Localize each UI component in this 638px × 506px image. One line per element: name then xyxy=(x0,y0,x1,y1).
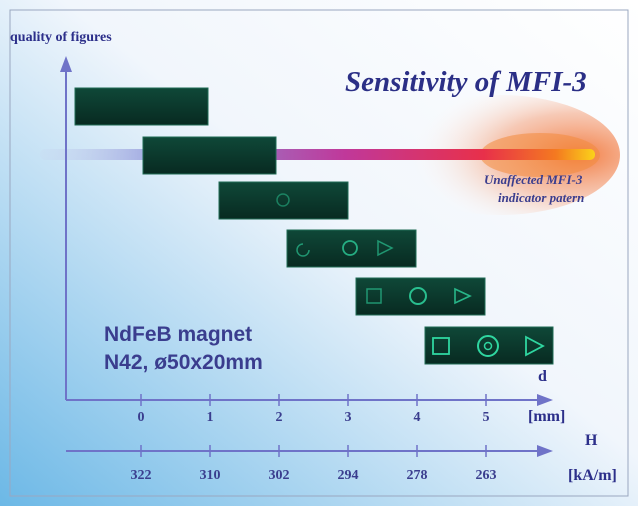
sensitivity-beam xyxy=(40,149,595,160)
h-tick-label: 294 xyxy=(337,468,359,483)
circle-icon xyxy=(409,287,427,305)
pattern-panel-2 xyxy=(218,181,349,220)
d-tick-label: 3 xyxy=(344,410,352,425)
magnet-label-line-1: NdFeB magnet xyxy=(104,323,253,346)
triangle-icon xyxy=(454,287,472,305)
chart-title: Sensitivity of MFI-3 xyxy=(345,66,587,98)
pattern-panel-5 xyxy=(424,326,554,365)
square-icon xyxy=(366,288,382,304)
d-axis-arrow-icon xyxy=(537,394,553,406)
h-tick-label: 322 xyxy=(130,468,152,483)
y-axis-label: quality of figures xyxy=(10,30,112,45)
pattern-panel-1 xyxy=(142,136,277,175)
triangle-icon xyxy=(377,239,394,257)
h-axis xyxy=(66,445,553,457)
circle-icon xyxy=(477,335,499,357)
d-tick-label: 5 xyxy=(482,410,490,425)
d-tick-label: 0 xyxy=(137,410,145,425)
inner-circle-icon xyxy=(483,341,493,351)
frame-border xyxy=(9,9,629,497)
d-axis xyxy=(66,394,553,406)
pattern-note-line-1: Unaffected MFI-3 xyxy=(484,172,583,187)
y-axis xyxy=(60,56,72,400)
magnet-label-line-2: N42, ø50x20mm xyxy=(104,351,263,374)
d-axis-label: d xyxy=(538,368,547,385)
d-tick-label: 4 xyxy=(413,410,421,425)
h-axis-arrow-icon xyxy=(537,445,553,457)
h-axis-unit: [kA/m] xyxy=(568,467,617,484)
pattern-panel-3 xyxy=(286,229,417,268)
triangle-icon xyxy=(525,335,545,357)
h-axis-label: H xyxy=(585,432,598,449)
h-tick-label: 278 xyxy=(406,468,428,483)
d-tick-label: 1 xyxy=(206,410,214,425)
circle-icon xyxy=(342,240,358,256)
h-tick-label: 310 xyxy=(199,468,221,483)
h-tick-label: 263 xyxy=(475,468,497,483)
square-icon xyxy=(432,337,450,355)
h-tick-label: 302 xyxy=(268,468,290,483)
d-axis-unit: [mm] xyxy=(528,408,566,425)
pattern-panel-0 xyxy=(74,87,209,126)
tick-marks xyxy=(140,394,487,457)
partial-circle-icon xyxy=(296,243,310,257)
y-axis-arrow-icon xyxy=(60,56,72,72)
d-tick-label: 2 xyxy=(275,410,283,425)
pattern-panel-4 xyxy=(355,277,486,316)
pattern-note-line-2: indicator patern xyxy=(498,190,585,205)
circle-icon xyxy=(276,193,290,207)
